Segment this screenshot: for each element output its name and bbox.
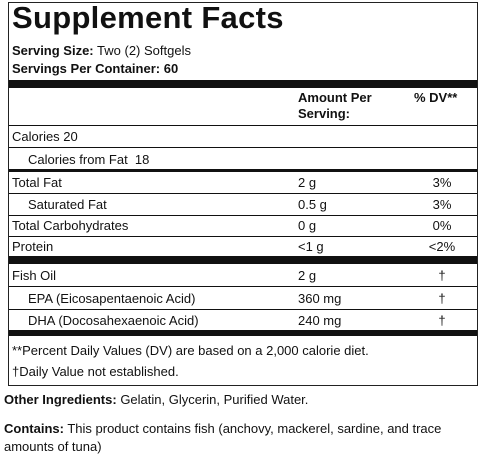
servings-per-container: Servings Per Container: 60 xyxy=(12,61,178,77)
rule xyxy=(9,193,477,194)
label-border xyxy=(8,2,478,386)
daily-value: 3% xyxy=(432,197,452,212)
value: This product contains fish (anchovy, mac… xyxy=(4,421,442,454)
nutrient-name: Total Carbohydrates xyxy=(12,218,129,233)
daily-value: <2% xyxy=(428,239,456,254)
amount: 0 g xyxy=(298,218,317,233)
nutrient-name: Protein xyxy=(12,239,54,254)
label: Other Ingredients: xyxy=(4,392,117,407)
thick-rule xyxy=(9,330,477,336)
thick-rule xyxy=(9,256,477,264)
rule xyxy=(9,286,477,287)
amount: 360 mg xyxy=(298,291,342,306)
label: Servings Per Container: xyxy=(12,61,161,76)
value: Two (2) Softgels xyxy=(97,43,191,58)
daily-value: 3% xyxy=(432,175,452,190)
rule xyxy=(9,147,477,148)
amount: 2 g xyxy=(298,175,317,190)
serving-size: Serving Size: Two (2) Softgels xyxy=(12,43,191,59)
nutrient-name: Total Fat xyxy=(12,175,62,190)
footnote: †Daily Value not established. xyxy=(12,364,179,379)
amount: 240 mg xyxy=(298,313,342,328)
amount-header: Amount Per Serving: xyxy=(298,90,372,121)
daily-value: 0% xyxy=(432,218,452,233)
value: 60 xyxy=(163,61,179,76)
contains: Contains: This product contains fish (an… xyxy=(4,420,479,456)
dv-header: % DV** xyxy=(414,90,458,105)
other-ingredients: Other Ingredients: Gelatin, Glycerin, Pu… xyxy=(4,392,308,408)
label: Contains: xyxy=(4,421,64,436)
amount: <1 g xyxy=(298,239,324,254)
title: Supplement Facts xyxy=(12,0,284,35)
daily-value: † xyxy=(438,291,446,306)
rule xyxy=(9,236,477,237)
nutrient-name: Fish Oil xyxy=(12,268,57,283)
nutrient-name: DHA (Docosahexaenoic Acid) xyxy=(28,313,199,328)
rule xyxy=(9,125,477,126)
nutrient-name: Calories 20 xyxy=(12,129,78,144)
thick-rule xyxy=(9,80,477,88)
amount: 0.5 g xyxy=(298,197,327,212)
daily-value: † xyxy=(438,313,446,328)
nutrient-name: Saturated Fat xyxy=(28,197,107,212)
rule xyxy=(9,309,477,310)
value: Gelatin, Glycerin, Purified Water. xyxy=(120,392,309,407)
nutrient-name: EPA (Eicosapentaenoic Acid) xyxy=(28,291,196,306)
rule xyxy=(9,215,477,216)
thick-rule xyxy=(9,169,477,172)
daily-value: † xyxy=(438,268,446,283)
footnote: **Percent Daily Values (DV) are based on… xyxy=(12,343,369,358)
amount: 2 g xyxy=(298,268,317,283)
label: Serving Size: xyxy=(12,43,94,58)
nutrient-name: Calories from Fat 18 xyxy=(28,152,150,167)
